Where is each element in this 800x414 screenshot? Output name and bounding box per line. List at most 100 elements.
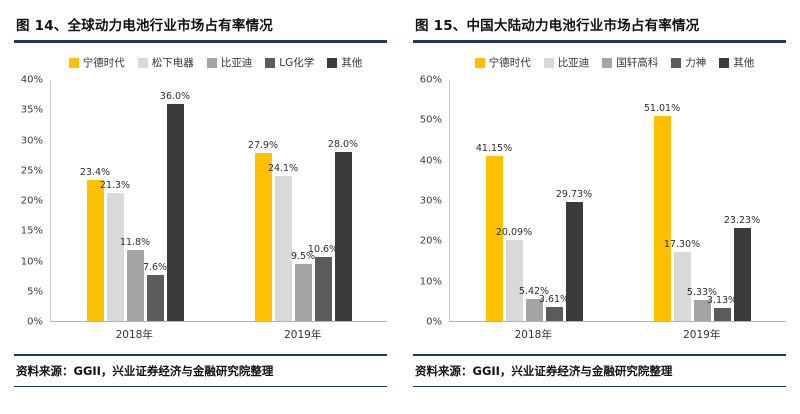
- source-note: 资料来源：GGII，兴业证券经济与金融研究院整理: [14, 354, 387, 387]
- y-axis: 0% 10% 20% 30% 40% 50% 60%: [413, 75, 449, 328]
- chart-legend: 宁德时代 比亚迪 国轩高科 力神 其他: [443, 55, 786, 70]
- bar-wrap: 28.0%: [328, 80, 358, 321]
- y-tick-label: 60%: [419, 74, 442, 86]
- source-text: GGII，兴业证券经济与金融研究院整理: [73, 364, 274, 378]
- bar-value-label: 21.3%: [99, 179, 131, 191]
- y-tick-label: 0%: [426, 316, 442, 328]
- legend-label: 宁德时代: [488, 57, 531, 69]
- x-axis: 2018年 2019年: [50, 322, 387, 342]
- bar: [733, 227, 751, 321]
- bar-group: 41.15% 20.09% 5.42% 3.61% 29.73%: [476, 80, 592, 321]
- bar-chart-global: 宁德时代 松下电器 比亚迪 LG化学 其他 0% 5% 10% 15% 20% 25% 30% 35%…: [14, 43, 387, 342]
- legend-swatch: [68, 57, 79, 68]
- legend-label: 比亚迪: [557, 57, 590, 69]
- bar-value-label: 28.0%: [327, 139, 359, 151]
- legend-swatch: [137, 57, 148, 68]
- bar-value-label: 7.6%: [142, 262, 168, 274]
- bar-wrap: 21.3%: [100, 80, 130, 321]
- legend-label: 国轩高科: [616, 57, 659, 69]
- y-tick-label: 0%: [27, 316, 43, 328]
- y-tick-label: 10%: [419, 276, 442, 288]
- bar-wrap: 27.9%: [248, 80, 278, 321]
- bar-group: 23.4% 21.3% 11.8% 7.6% 36.0%: [80, 80, 190, 321]
- bar-value-label: 10.6%: [307, 244, 339, 256]
- legend-swatch: [265, 57, 276, 68]
- bar-value-label: 51.01%: [643, 103, 681, 115]
- bar-wrap: 24.1%: [268, 80, 298, 321]
- source-text: GGII，兴业证券经济与金融研究院整理: [472, 364, 673, 378]
- bar-value-label: 20.09%: [495, 227, 533, 239]
- chart-legend: 宁德时代 松下电器 比亚迪 LG化学 其他: [44, 55, 387, 70]
- bar-value-label: 3.61%: [538, 293, 570, 305]
- y-tick-label: 40%: [20, 74, 43, 86]
- bar: [126, 249, 144, 321]
- bar-wrap: 11.8%: [120, 80, 150, 321]
- bar: [274, 175, 292, 321]
- bar-wrap: 5.33%: [687, 80, 717, 321]
- x-category-label: 2019年: [683, 329, 721, 341]
- legend-swatch: [327, 57, 338, 68]
- legend-item: 松下电器: [137, 55, 194, 70]
- legend-item: 国轩高科: [602, 55, 658, 70]
- bar-group: 27.9% 24.1% 9.5% 10.6% 28.0%: [248, 80, 358, 321]
- legend-item: 比亚迪: [206, 55, 252, 70]
- bar: [86, 180, 104, 321]
- legend-label: 松下电器: [151, 57, 194, 69]
- bar-wrap: 41.15%: [476, 80, 512, 321]
- bar: [505, 240, 523, 321]
- plot-area: 41.15% 20.09% 5.42% 3.61% 29.73% 51.01% 17.30%…: [449, 80, 786, 322]
- legend-item: 宁德时代: [474, 55, 531, 70]
- legend-item: 其他: [719, 55, 754, 70]
- y-tick-label: 25%: [20, 165, 43, 177]
- chart-body: 0% 5% 10% 15% 20% 25% 30% 35% 40% 23.4% 21.3% 11.8…: [14, 75, 387, 342]
- legend-item: LG化学: [265, 55, 314, 70]
- bar-wrap: 3.13%: [707, 80, 737, 321]
- x-axis: 2018年 2019年: [449, 322, 786, 342]
- y-axis: 0% 5% 10% 15% 20% 25% 30% 35% 40%: [14, 75, 50, 328]
- chart-title: 图 14、全球动力电池行业市场占有率情况: [16, 18, 273, 34]
- bar: [693, 299, 711, 321]
- legend-label: 宁德时代: [82, 57, 125, 69]
- y-tick-label: 5%: [27, 286, 43, 298]
- bar-wrap: 3.61%: [539, 80, 569, 321]
- bar-wrap: 20.09%: [496, 80, 532, 321]
- bar: [653, 116, 671, 321]
- bar-value-label: 17.30%: [663, 238, 701, 250]
- legend-swatch: [602, 57, 613, 68]
- legend-swatch: [474, 57, 485, 68]
- legend-label: 其他: [733, 57, 755, 69]
- legend-label: 其他: [341, 57, 363, 69]
- legend-item: 比亚迪: [543, 55, 590, 70]
- bar: [254, 152, 272, 321]
- chart-panel-china: 图 15、中国大陆动力电池行业市场占有率情况 宁德时代 比亚迪 国轩高科 力神 其他 0…: [413, 6, 786, 414]
- y-tick-label: 30%: [20, 135, 43, 146]
- legend-label: 力神: [685, 57, 707, 69]
- legend-item: 力神: [671, 55, 706, 70]
- bar: [166, 104, 184, 321]
- bar: [565, 201, 583, 321]
- x-category-label: 2018年: [514, 329, 552, 341]
- bar-value-label: 29.73%: [555, 188, 593, 200]
- x-category-label: 2018年: [115, 329, 153, 341]
- y-tick-label: 35%: [20, 104, 43, 116]
- bar-group: 51.01% 17.30% 5.33% 3.13% 23.23%: [644, 80, 760, 321]
- bar-value-label: 23.23%: [723, 214, 761, 226]
- y-tick-label: 40%: [419, 155, 442, 167]
- bar-wrap: 10.6%: [308, 80, 338, 321]
- bar-chart-china: 宁德时代 比亚迪 国轩高科 力神 其他 0% 10% 20% 30% 40% 50% 60% 41.…: [413, 43, 786, 342]
- bar-wrap: 7.6%: [143, 80, 167, 321]
- bar-value-label: 5.42%: [518, 286, 550, 298]
- y-tick-label: 30%: [419, 195, 442, 207]
- source-prefix: 资料来源：: [415, 364, 473, 378]
- bar-wrap: 36.0%: [160, 80, 190, 321]
- bar-wrap: 51.01%: [644, 80, 680, 321]
- bar-value-label: 11.8%: [119, 236, 151, 248]
- plot-area: 23.4% 21.3% 11.8% 7.6% 36.0% 27.9% 24.1% 9.5% 10…: [50, 80, 387, 322]
- chart-panel-global: 图 14、全球动力电池行业市场占有率情况 宁德时代 松下电器 比亚迪 LG化学 其他 0…: [14, 6, 387, 414]
- bar: [334, 152, 352, 321]
- bar-value-label: 41.15%: [475, 142, 513, 154]
- bar: [525, 299, 543, 321]
- bar-wrap: 9.5%: [291, 80, 315, 321]
- plot-column: 41.15% 20.09% 5.42% 3.61% 29.73% 51.01% 17.30%…: [449, 80, 786, 342]
